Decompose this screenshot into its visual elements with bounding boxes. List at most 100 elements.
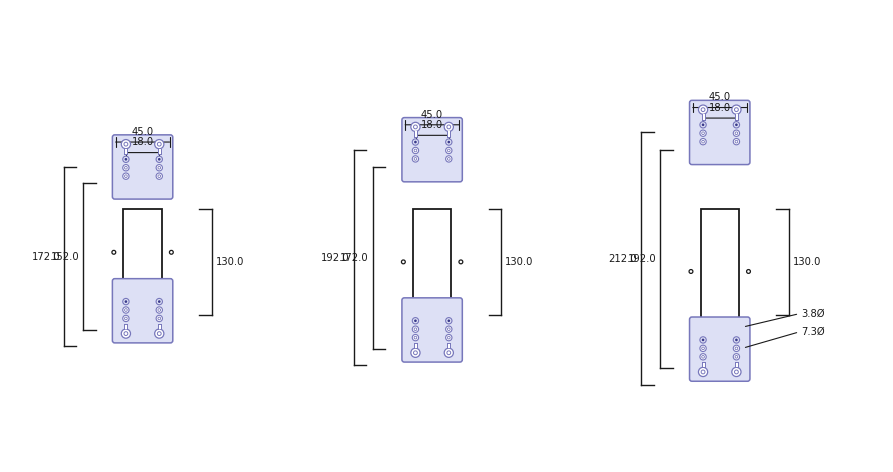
Circle shape [156, 165, 163, 171]
Circle shape [702, 140, 705, 143]
Circle shape [124, 332, 128, 336]
Text: 18.0: 18.0 [421, 120, 443, 130]
Text: 192.0: 192.0 [628, 254, 656, 264]
Circle shape [735, 108, 739, 111]
Circle shape [413, 335, 419, 341]
Circle shape [446, 318, 452, 324]
Circle shape [701, 370, 705, 374]
Circle shape [122, 156, 129, 162]
Circle shape [698, 105, 707, 114]
Circle shape [157, 142, 161, 146]
Circle shape [700, 122, 706, 128]
Circle shape [124, 300, 127, 303]
Circle shape [735, 355, 738, 358]
Circle shape [700, 354, 706, 360]
Circle shape [702, 124, 705, 126]
Circle shape [446, 326, 452, 332]
Circle shape [446, 351, 451, 354]
Circle shape [733, 337, 739, 343]
Circle shape [702, 140, 705, 143]
Circle shape [413, 125, 417, 129]
Text: 7.3Ø: 7.3Ø [801, 327, 825, 337]
Circle shape [702, 355, 705, 358]
Circle shape [413, 351, 417, 354]
Circle shape [124, 142, 128, 146]
Circle shape [702, 347, 705, 350]
Circle shape [733, 345, 739, 352]
Circle shape [157, 332, 161, 336]
Bar [124, 324, 128, 329]
Bar [158, 324, 161, 329]
Bar [735, 114, 738, 119]
Circle shape [124, 158, 127, 160]
FancyBboxPatch shape [689, 317, 750, 381]
Circle shape [700, 345, 706, 352]
Circle shape [414, 320, 417, 322]
Circle shape [732, 367, 741, 377]
Bar [447, 343, 450, 348]
Text: 130.0: 130.0 [793, 257, 821, 267]
Circle shape [156, 315, 163, 321]
Text: 152.0: 152.0 [51, 252, 79, 261]
Circle shape [122, 165, 129, 171]
Circle shape [158, 175, 161, 177]
Circle shape [735, 140, 738, 143]
Bar [158, 149, 161, 154]
Text: 172.0: 172.0 [31, 252, 60, 261]
Text: 18.0: 18.0 [709, 103, 730, 113]
Circle shape [158, 167, 161, 169]
Circle shape [156, 307, 163, 313]
Circle shape [735, 355, 738, 358]
Circle shape [170, 250, 173, 254]
Circle shape [158, 175, 161, 177]
Circle shape [413, 139, 419, 145]
Bar [447, 132, 450, 137]
Circle shape [121, 140, 130, 149]
Circle shape [413, 326, 419, 332]
Circle shape [702, 355, 705, 358]
FancyBboxPatch shape [402, 118, 463, 182]
Circle shape [112, 250, 116, 254]
Text: 192.0: 192.0 [321, 253, 350, 262]
Bar [701, 209, 739, 334]
Circle shape [447, 149, 450, 152]
Bar [413, 343, 417, 348]
FancyBboxPatch shape [113, 278, 172, 343]
Circle shape [158, 317, 161, 320]
Circle shape [158, 300, 161, 303]
Circle shape [124, 309, 127, 312]
Circle shape [158, 158, 161, 160]
Circle shape [446, 125, 451, 129]
Bar [413, 132, 417, 137]
Circle shape [156, 298, 163, 305]
Circle shape [447, 336, 450, 339]
Text: 172.0: 172.0 [340, 253, 369, 263]
Circle shape [702, 132, 705, 135]
Circle shape [732, 105, 741, 114]
Circle shape [689, 270, 693, 273]
Circle shape [446, 147, 452, 154]
Circle shape [158, 309, 161, 312]
Circle shape [122, 298, 129, 305]
Circle shape [156, 173, 163, 179]
Circle shape [733, 354, 739, 360]
Circle shape [414, 158, 417, 160]
Circle shape [156, 156, 163, 162]
FancyBboxPatch shape [402, 298, 463, 362]
Circle shape [446, 139, 452, 145]
Circle shape [444, 122, 454, 132]
Circle shape [447, 149, 450, 152]
Circle shape [735, 132, 738, 135]
Circle shape [446, 156, 452, 162]
Circle shape [413, 147, 419, 154]
Circle shape [700, 337, 706, 343]
Circle shape [702, 347, 705, 350]
Circle shape [122, 307, 129, 313]
Circle shape [459, 260, 463, 264]
Circle shape [122, 173, 129, 179]
Text: 45.0: 45.0 [709, 92, 730, 102]
Circle shape [447, 141, 450, 143]
Circle shape [411, 122, 420, 132]
Circle shape [447, 320, 450, 322]
Bar [123, 209, 162, 295]
